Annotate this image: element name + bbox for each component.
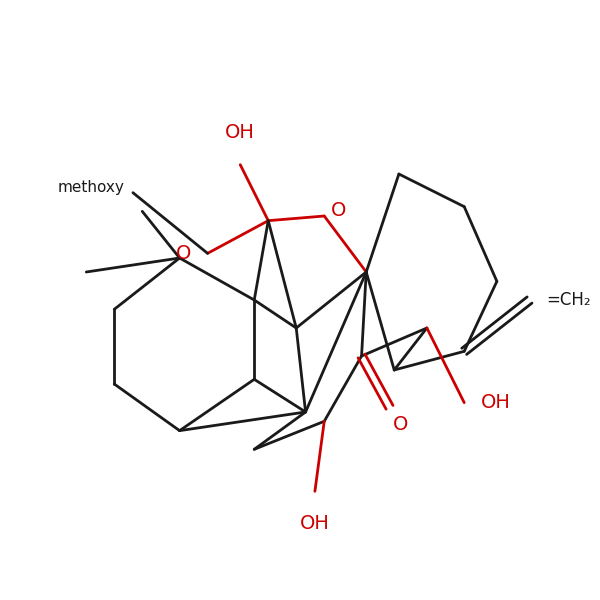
Text: O: O	[331, 201, 346, 220]
Text: OH: OH	[300, 514, 330, 533]
Text: OH: OH	[226, 123, 255, 142]
Text: O: O	[393, 415, 409, 434]
Text: =CH₂: =CH₂	[547, 291, 591, 309]
Text: O: O	[175, 244, 191, 263]
Text: OH: OH	[481, 393, 511, 412]
Text: methoxy: methoxy	[58, 179, 125, 194]
